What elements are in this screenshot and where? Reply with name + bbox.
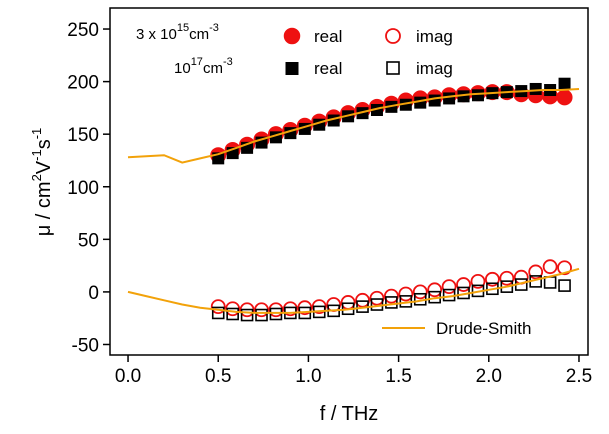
legend-conc-2-unit: cm [203,60,223,77]
legend-conc-2-unit-exp: -3 [223,56,233,68]
legend-conc-2-exp: 17 [191,56,203,68]
data-point [254,302,269,318]
legend-imag-label-1: imag [416,27,453,46]
data-point [427,282,443,298]
x-tick-label: 1.5 [385,366,411,387]
data-point [412,284,428,300]
legend-conc-1-unit-exp: -3 [209,22,219,34]
y-tick-label: -50 [72,335,99,356]
data-point [443,92,456,105]
x-tick-label: 1.0 [295,366,321,387]
legend-imag-label-2: imag [416,59,453,78]
data-point [297,300,313,316]
fit-curve [127,88,580,164]
x-tick-label: 2.5 [566,366,592,387]
y-axis-label-sup2: -1 [29,149,44,161]
data-point [311,299,327,315]
legend-fit-label: Drude-Smith [436,319,531,338]
legend-marker-black-filled [285,62,299,75]
legend-real-label-1: real [314,27,342,46]
legend-conc-1-unit: cm [189,26,209,43]
data-point [542,259,558,275]
data-point [484,271,500,287]
legend-conc-1-exp: 15 [177,22,189,34]
data-point [239,302,255,318]
legend-conc-1: 3 x 1015cm-3 [136,22,219,43]
data-point [211,306,225,320]
data-point [529,82,542,95]
legend-marker-red-open [385,28,401,44]
data-point [255,308,268,322]
x-axis-label: f / THz [320,403,379,425]
data-point [457,90,470,103]
data-point [340,295,356,310]
data-point [385,296,398,309]
data-point [255,136,268,149]
x-tick-label: 2.0 [476,366,502,387]
fit-curves [127,88,580,314]
data-point [399,98,412,111]
data-point [556,89,573,106]
y-axis-label-mid2: s [33,139,55,149]
x-axis: 0.0 0.5 1.0 1.5 2.0 2.5 [115,355,592,387]
y-tick-label: 100 [67,178,99,199]
legend-conc-1-prefix: 3 x 10 [136,26,177,43]
data-point [369,290,385,306]
legend-conc-2: 1017cm-3 [174,56,233,77]
x-tick-label: 0.5 [205,366,231,387]
data-point [225,301,241,317]
y-axis-label: μ / cm2V-1s-1 [29,128,55,237]
legend-real-label-2: real [314,59,342,78]
legend-marker-red-filled [283,27,301,45]
y-tick-label: 200 [67,73,99,94]
data-point [558,279,571,292]
data-point [282,301,298,317]
y-tick-label: 50 [78,230,99,251]
data-point [441,279,457,295]
data-point [355,292,370,308]
data-point [543,276,557,289]
y-axis-label-mid: V [33,160,55,174]
data-point [528,264,544,280]
fit-curve [127,267,580,314]
data-point [240,308,254,322]
data-point [398,286,414,302]
data-point [557,260,572,276]
data-point [326,297,342,312]
data-point [268,302,284,318]
y-axis: -50 0 50 100 150 200 250 [67,20,110,356]
data-point [456,277,471,292]
plot-frame [109,7,589,356]
legend-marker-black-open [386,61,400,75]
y-axis-label-sup3: -1 [29,128,44,140]
data-point [269,307,283,321]
y-tick-label: 150 [67,125,99,146]
data-point [226,307,239,321]
data-point [471,89,484,102]
data-point [470,273,486,289]
data-point [210,299,226,315]
y-tick-label: 250 [67,20,99,41]
data-point [499,270,515,286]
x-tick-label: 0.0 [115,366,141,387]
y-axis-label-sup1: 2 [29,174,44,181]
y-axis-label-base: μ / cm [33,181,55,236]
data-point [558,77,571,90]
legend-fit: Drude-Smith [382,319,531,338]
data-point [383,288,399,304]
y-tick-label: 0 [88,283,99,304]
legend-conc-2-prefix: 10 [174,60,191,77]
data-point [428,94,441,107]
data-point [356,107,369,120]
data-point [370,103,383,116]
legend-top: 3 x 1015cm-3 1017cm-3 real imag real ima… [136,22,453,78]
